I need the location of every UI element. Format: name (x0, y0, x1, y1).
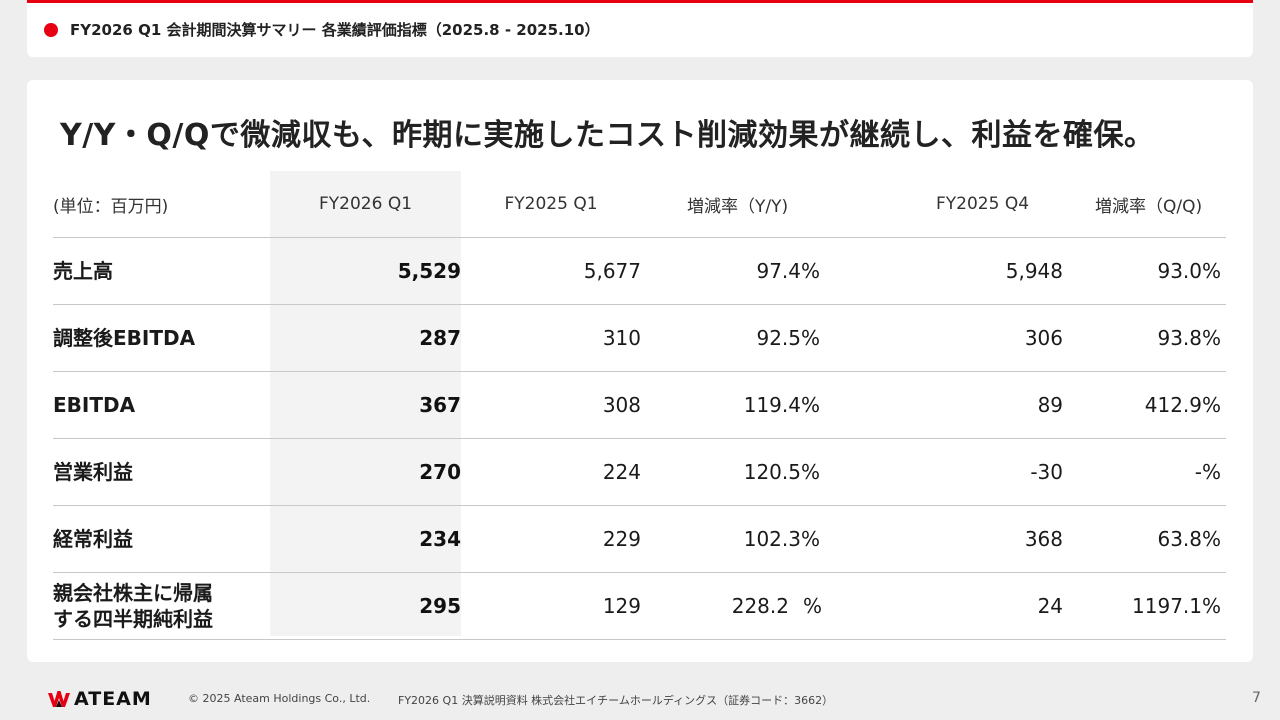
value-current: 287 (270, 304, 461, 372)
col-header-qoq: 増減率（Q/Q) (1095, 196, 1203, 217)
value-yoy: 120.5 (641, 438, 801, 506)
unit-label: (単位：百万円) (53, 196, 169, 217)
percent-unit: % (801, 505, 842, 573)
value-yoy: 92.5 (641, 304, 801, 372)
row-label: 営業利益 (53, 438, 270, 506)
row-label: 調整後EBITDA (53, 304, 270, 372)
col-header-prev-quarter: FY2025 Q4 (935, 194, 1030, 214)
value-prev-year: 308 (461, 371, 641, 439)
row-label: 売上高 (53, 237, 270, 305)
row-label-line2: する四半期純利益 (53, 607, 213, 631)
value-qoq: 1197.1 (1063, 572, 1203, 640)
page-headline: Y/Y・Q/Qで微減収も、昨期に実施したコスト削減効果が継続し、利益を確保。 (60, 118, 1155, 153)
row-label: EBITDA (53, 371, 270, 439)
company-logo: ATEAM (48, 688, 152, 710)
percent-unit: % (1202, 505, 1227, 573)
value-prev-quarter: 368 (841, 505, 1064, 573)
copyright-text: © 2025 Ateam Holdings Co., Ltd. (188, 692, 371, 705)
row-label-line1: 親会社株主に帰属 (53, 581, 213, 605)
value-prev-quarter: 24 (841, 572, 1064, 640)
value-qoq: 93.0 (1063, 237, 1203, 305)
value-qoq: 63.8 (1063, 505, 1203, 573)
value-yoy: 119.4 (641, 371, 801, 439)
percent-unit: % (801, 438, 842, 506)
percent-unit: % (801, 572, 842, 640)
value-yoy: 228.2 (641, 572, 801, 640)
header-bar: FY2026 Q1 会計期間決算サマリー 各業績評価指標（2025.8 - 20… (27, 0, 1253, 57)
value-current: 367 (270, 371, 461, 439)
header-title: FY2026 Q1 会計期間決算サマリー 各業績評価指標（2025.8 - 20… (70, 21, 600, 39)
ateam-logo-mark-icon (48, 691, 70, 707)
col-header-prev-year: FY2025 Q1 (504, 194, 598, 214)
value-prev-quarter: -30 (841, 438, 1064, 506)
value-yoy: 97.4 (641, 237, 801, 305)
value-prev-quarter: 89 (841, 371, 1064, 439)
header-bullet-icon (44, 23, 58, 37)
row-label: 親会社株主に帰属 する四半期純利益 (53, 572, 270, 640)
main-card: Y/Y・Q/Qで微減収も、昨期に実施したコスト削減効果が継続し、利益を確保。 (… (27, 80, 1253, 662)
percent-unit: % (1202, 371, 1227, 439)
row-label: 経常利益 (53, 505, 270, 573)
col-header-yoy: 増減率（Y/Y) (687, 196, 789, 217)
value-prev-year: 310 (461, 304, 641, 372)
table-row: 親会社株主に帰属 する四半期純利益 295 129 228.2 % 24 1197… (53, 572, 1227, 640)
value-current: 5,529 (270, 237, 461, 305)
page-number: 7 (1252, 690, 1261, 706)
document-note: FY2026 Q1 決算説明資料 株式会社エイチームホールディングス（証券コード… (398, 694, 834, 707)
table-row: 営業利益 270 224 120.5 % -30 - % (53, 438, 1227, 506)
value-prev-year: 224 (461, 438, 641, 506)
percent-unit: % (801, 237, 842, 305)
value-prev-year: 5,677 (461, 237, 641, 305)
value-qoq: 412.9 (1063, 371, 1203, 439)
table-row: 売上高 5,529 5,677 97.4 % 5,948 93.0 % (53, 237, 1227, 305)
percent-unit: % (1202, 304, 1227, 372)
col-header-current: FY2026 Q1 (318, 194, 413, 214)
table-row: 経常利益 234 229 102.3 % 368 63.8 % (53, 505, 1227, 573)
value-current: 295 (270, 572, 461, 640)
table-row: EBITDA 367 308 119.4 % 89 412.9 % (53, 371, 1227, 439)
value-yoy: 102.3 (641, 505, 801, 573)
logo-text: ATEAM (74, 688, 152, 710)
percent-unit: % (1202, 438, 1227, 506)
value-qoq: - (1063, 438, 1203, 506)
table-row: 調整後EBITDA 287 310 92.5 % 306 93.8 % (53, 304, 1227, 372)
value-current: 234 (270, 505, 461, 573)
percent-unit: % (1202, 572, 1227, 640)
value-prev-year: 129 (461, 572, 641, 640)
value-prev-quarter: 306 (841, 304, 1064, 372)
table-header-row: (単位：百万円) FY2026 Q1 FY2025 Q1 増減率（Y/Y) FY… (53, 171, 1226, 238)
value-current: 270 (270, 438, 461, 506)
kpi-table: (単位：百万円) FY2026 Q1 FY2025 Q1 増減率（Y/Y) FY… (53, 171, 1227, 640)
value-prev-year: 229 (461, 505, 641, 573)
value-prev-quarter: 5,948 (841, 237, 1064, 305)
value-qoq: 93.8 (1063, 304, 1203, 372)
percent-unit: % (1202, 237, 1227, 305)
percent-unit: % (801, 371, 842, 439)
percent-unit: % (801, 304, 842, 372)
